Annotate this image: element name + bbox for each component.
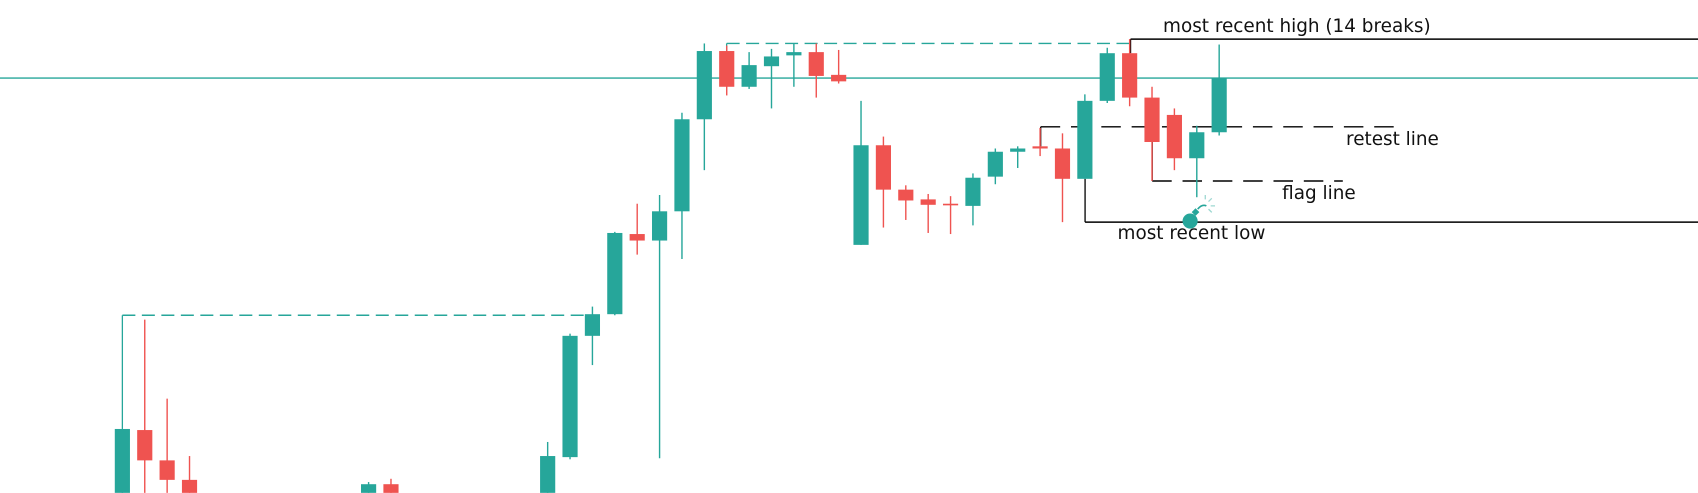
candle-body [942,203,959,206]
candle-body [920,199,936,205]
candle-body [562,335,578,458]
candle-body [786,52,802,56]
candle-body [1189,132,1205,159]
candle-body [898,189,914,201]
plot-area: most recent high (14 breaks) retest line f… [0,16,1698,493]
candle-body [674,119,690,212]
candle-body [607,232,623,315]
candle-body [741,65,757,87]
level-label: most recent high (14 breaks) [1163,16,1431,37]
candle-body [808,52,824,76]
candle-body [831,74,847,82]
candle-body [651,211,668,241]
candle-body [1144,97,1160,142]
candle-body [853,145,869,245]
candle-body [987,151,1003,177]
candle-body [181,479,198,493]
candle-body [584,314,601,336]
candle-body [1211,78,1227,133]
candle-body [1054,148,1071,179]
candle-body [1122,53,1138,98]
candle-body [719,51,735,87]
bomb-icon [1182,195,1216,229]
candle-body [1010,148,1026,152]
candle-body [361,484,377,493]
candle-body [1077,100,1093,179]
candle-body [1099,53,1115,101]
level-label: flag line [1282,183,1356,204]
candle-body [1166,114,1182,159]
candle-body [763,56,780,67]
candle-body [1032,146,1048,149]
candle-body [159,460,175,480]
candle-body [875,145,891,190]
candle-body [114,428,130,493]
candle-body [137,430,153,461]
candle-body [696,51,712,120]
candle-body [540,456,556,493]
candle-body [629,234,645,241]
candle-body [965,177,981,206]
level-label: most recent low [1118,223,1266,244]
level-label: retest line [1346,129,1439,150]
candle-body [383,484,399,493]
